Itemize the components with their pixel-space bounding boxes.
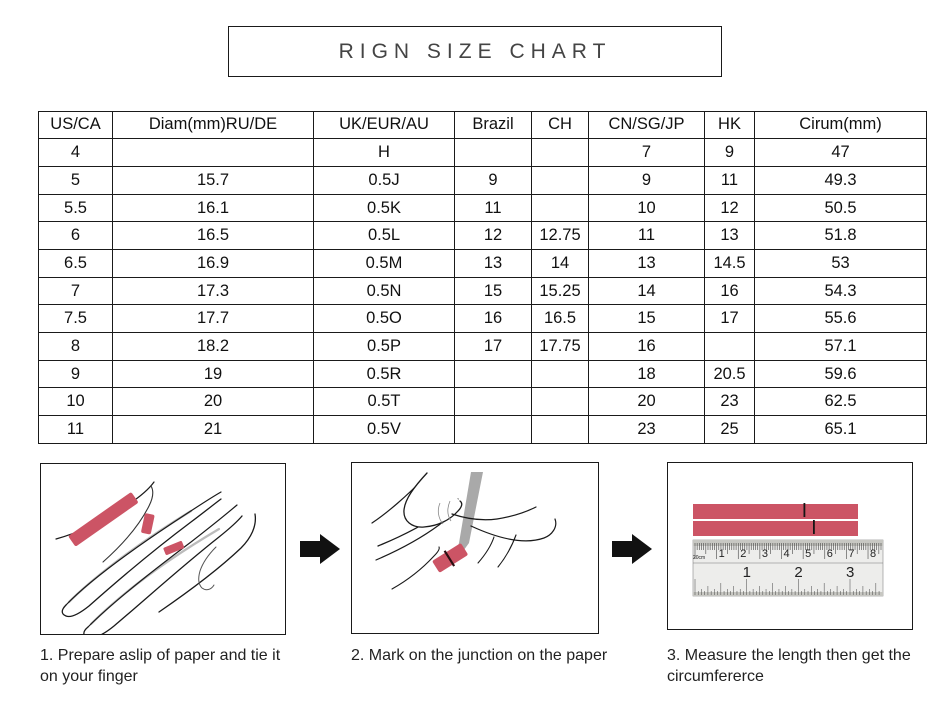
svg-text:8: 8 — [870, 548, 876, 560]
svg-text:6: 6 — [827, 548, 833, 560]
svg-text:7: 7 — [848, 548, 854, 560]
svg-text:1: 1 — [719, 548, 725, 560]
svg-text:4: 4 — [784, 548, 790, 560]
svg-text:2: 2 — [740, 548, 746, 560]
svg-text:20cm: 20cm — [693, 555, 705, 561]
svg-text:3: 3 — [846, 564, 854, 581]
svg-text:2: 2 — [794, 564, 802, 581]
svg-text:1: 1 — [743, 564, 751, 581]
svg-text:5: 5 — [805, 548, 811, 560]
svg-text:3: 3 — [762, 548, 768, 560]
